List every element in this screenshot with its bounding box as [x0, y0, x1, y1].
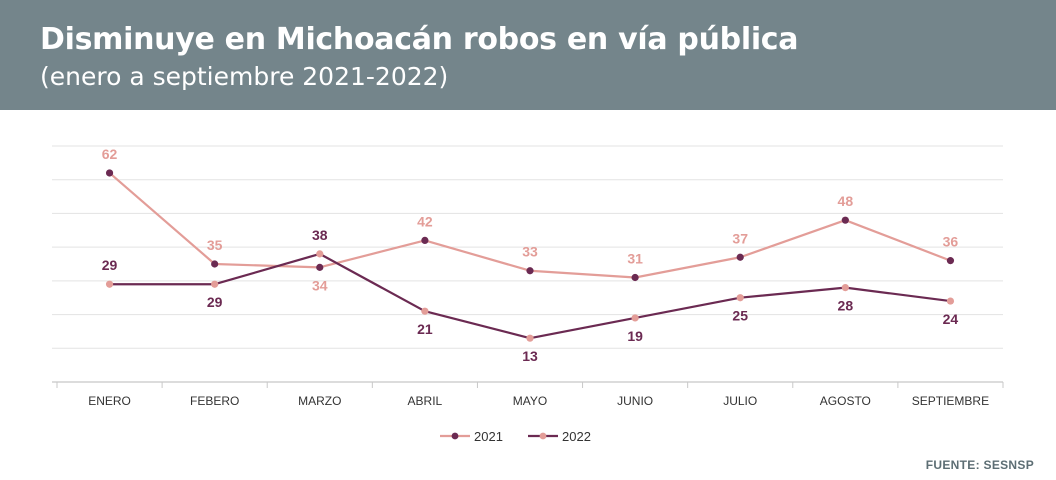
- data-label-2021: 31: [627, 250, 643, 266]
- data-label-2021: 33: [522, 244, 538, 260]
- point-2022: [631, 314, 639, 322]
- data-label-2021: 34: [312, 277, 328, 293]
- point-2022: [211, 280, 219, 288]
- x-tick-label: ENERO: [88, 394, 131, 408]
- point-2022: [421, 307, 429, 315]
- data-label-2022: 21: [417, 321, 433, 337]
- x-tick-label: AGOSTO: [820, 394, 871, 408]
- series-line-2021: [108, 172, 951, 279]
- point-2022: [316, 250, 324, 258]
- data-label-2022: 28: [838, 298, 854, 314]
- data-label-2021: 42: [417, 213, 433, 229]
- legend-marker: [451, 432, 459, 440]
- series-line-2022: [109, 252, 951, 340]
- data-label-2022: 13: [522, 348, 538, 364]
- point-2021: [105, 169, 114, 177]
- source-note: FUENTE: SESNSP: [925, 458, 1034, 472]
- x-tick-label: SEPTIEMBRE: [912, 394, 989, 408]
- point-2022: [946, 297, 955, 305]
- point-2021: [841, 216, 849, 224]
- header-banner: Disminuye en Michoacán robos en vía públ…: [0, 0, 1056, 110]
- legend-label: 2022: [562, 429, 591, 444]
- x-tick-label: FEBERO: [190, 394, 239, 408]
- x-tick-label: JUNIO: [617, 394, 653, 408]
- line-chart: ENERO FEBERO MARZO ABRIL MAYO JUNIO JULIO AGOST…: [52, 145, 1004, 444]
- point-2022: [736, 294, 744, 302]
- chart-subtitle: (enero a septiembre 2021-2022): [40, 62, 449, 91]
- data-label-2022: 25: [732, 308, 748, 324]
- data-label-2021: 48: [838, 193, 854, 209]
- point-2022: [526, 334, 534, 342]
- data-label-2021: 36: [943, 234, 959, 250]
- legend-label: 2021: [474, 429, 503, 444]
- data-label-2021: 35: [207, 237, 223, 253]
- x-tick-label: MAYO: [513, 394, 547, 408]
- data-label-2022: 29: [207, 294, 223, 310]
- legend-marker: [539, 432, 547, 440]
- data-label-2022: 19: [627, 328, 643, 344]
- point-2022: [105, 280, 114, 288]
- data-label-2022: 24: [943, 311, 959, 327]
- point-2021: [526, 267, 534, 275]
- point-2021: [736, 253, 744, 261]
- data-label-2021: 37: [732, 230, 748, 246]
- chart-title: Disminuye en Michoacán robos en vía públ…: [40, 22, 799, 57]
- point-2022: [841, 284, 849, 292]
- point-2021: [631, 273, 639, 282]
- x-tick-label: MARZO: [298, 394, 341, 408]
- point-2021: [316, 263, 324, 271]
- data-label-2021: 62: [102, 146, 118, 162]
- data-label-2022: 29: [102, 257, 118, 273]
- point-2021: [946, 257, 955, 265]
- x-tick-label: JULIO: [723, 394, 757, 408]
- point-2021: [211, 260, 219, 268]
- x-tick-label: ABRIL: [408, 394, 443, 408]
- data-label-2022: 38: [312, 227, 328, 243]
- point-2021: [421, 236, 429, 244]
